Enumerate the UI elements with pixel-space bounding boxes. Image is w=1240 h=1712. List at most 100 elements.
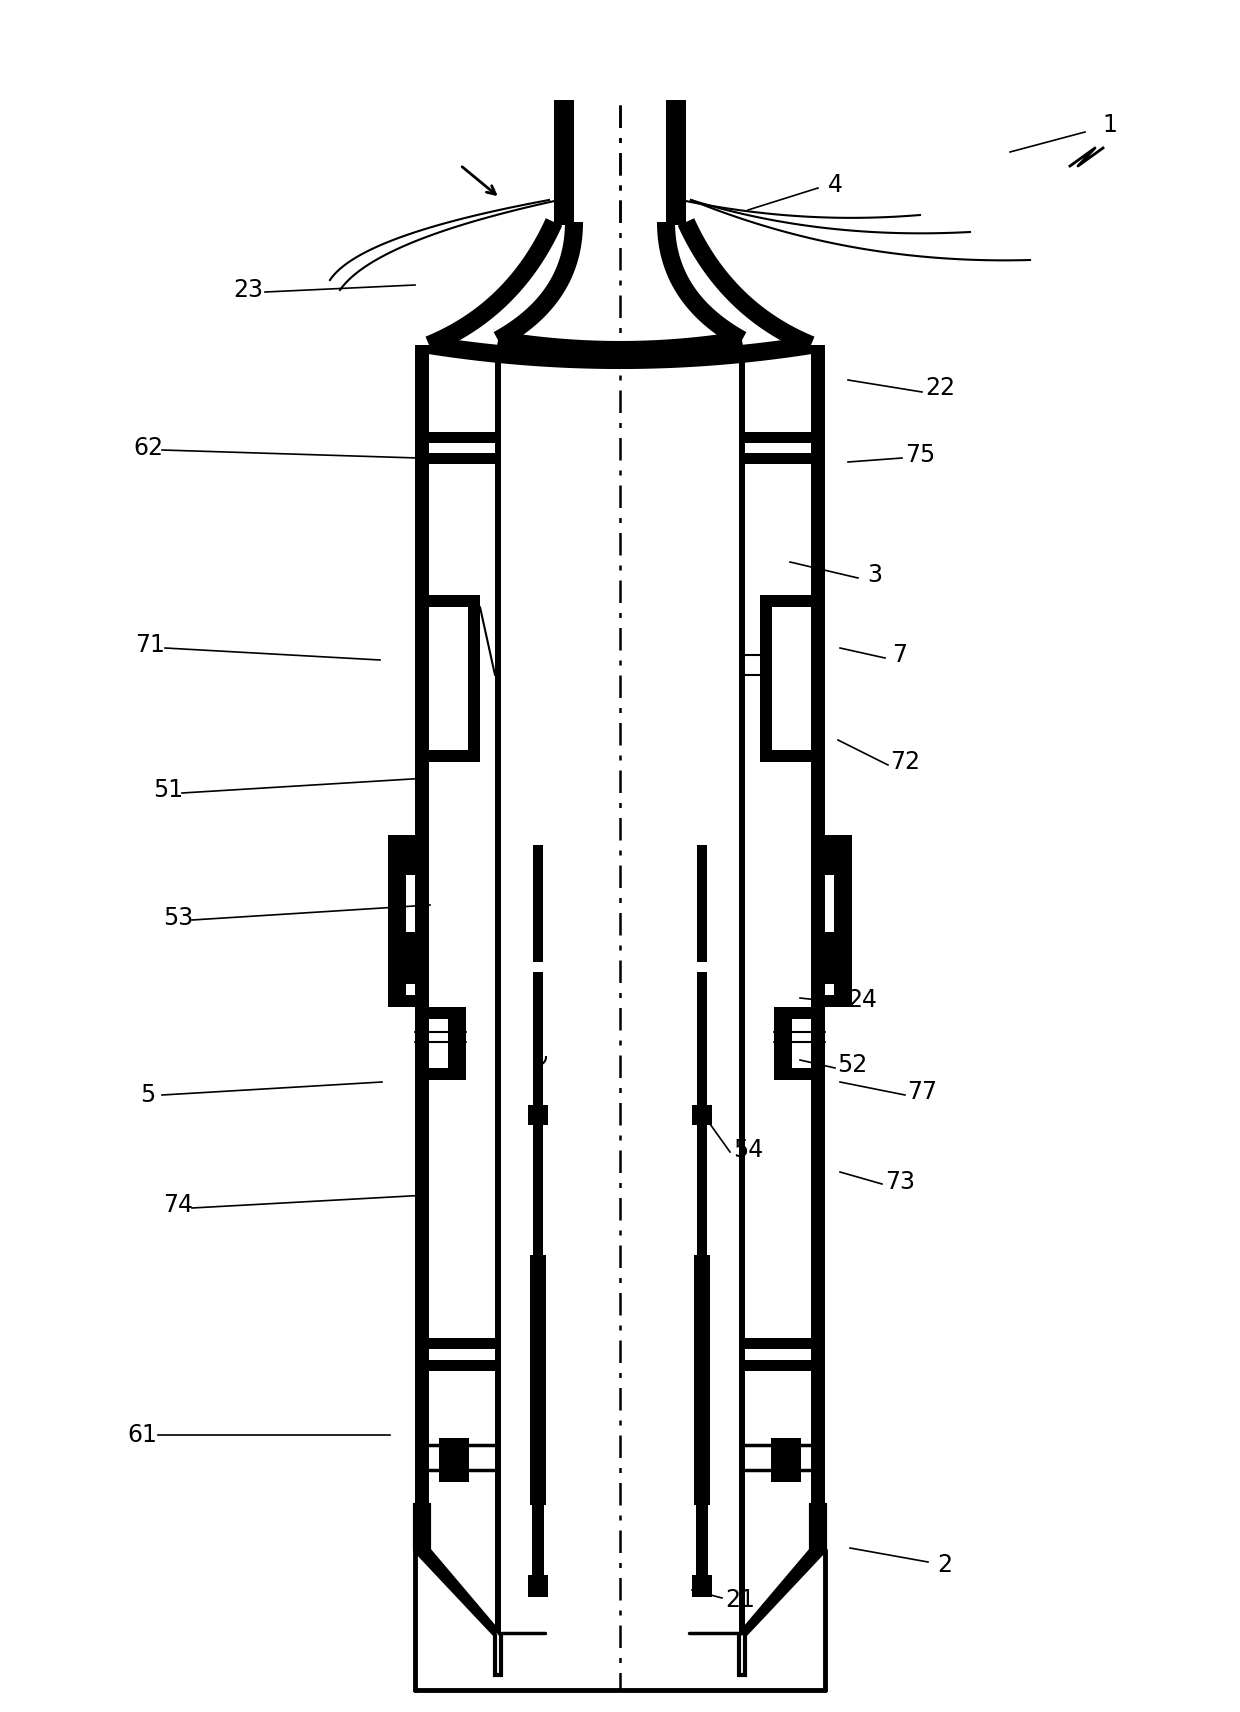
Bar [439, 1438, 469, 1483]
Bar [697, 972, 707, 1120]
Bar [467, 596, 480, 762]
Bar [528, 1575, 548, 1597]
Bar [739, 972, 745, 1080]
Bar [835, 835, 852, 972]
Bar [825, 962, 835, 972]
Polygon shape [415, 1505, 429, 1549]
Bar [697, 1125, 707, 1255]
Bar [825, 995, 835, 1007]
Bar [574, 99, 666, 223]
Bar [415, 1311, 429, 1419]
Bar [388, 972, 405, 1007]
Bar [692, 1104, 712, 1125]
Bar [811, 346, 825, 471]
Text: 62: 62 [133, 437, 162, 461]
Bar [825, 835, 835, 846]
Bar [501, 431, 739, 443]
Text: 75: 75 [905, 443, 935, 467]
Bar [495, 835, 501, 972]
Text: 23: 23 [233, 277, 263, 301]
Text: 77: 77 [906, 1080, 937, 1104]
Bar [811, 835, 825, 972]
Bar [495, 1505, 501, 1633]
Bar [415, 596, 429, 762]
Text: 24: 24 [847, 988, 877, 1012]
Polygon shape [739, 1505, 825, 1674]
Bar [811, 1205, 825, 1311]
Bar [415, 454, 825, 464]
Bar [666, 99, 686, 224]
Bar [415, 346, 429, 471]
Bar [739, 1311, 745, 1419]
Bar [739, 1339, 745, 1349]
Bar [697, 846, 707, 962]
Bar [811, 471, 825, 596]
Bar [811, 1419, 825, 1505]
Text: 52: 52 [837, 1053, 867, 1077]
Bar [405, 835, 415, 846]
Text: 2: 2 [937, 1553, 952, 1577]
Bar [739, 1505, 745, 1633]
Bar [501, 1359, 739, 1371]
Bar [835, 972, 852, 1007]
Text: 72: 72 [890, 750, 920, 774]
Bar [501, 1339, 739, 1349]
Text: 74: 74 [162, 1193, 193, 1217]
Bar [415, 1205, 429, 1311]
Bar [405, 962, 415, 972]
Bar [495, 454, 501, 464]
Bar [415, 1080, 429, 1205]
Text: 3: 3 [868, 563, 883, 587]
Text: 4: 4 [827, 173, 842, 197]
Bar [739, 835, 745, 972]
Text: 22: 22 [925, 377, 955, 401]
Bar [415, 1419, 429, 1505]
Bar [739, 596, 745, 762]
Bar [554, 99, 574, 224]
Bar [773, 750, 811, 762]
Bar [415, 1007, 466, 1019]
Text: 1: 1 [1102, 113, 1117, 137]
Bar [774, 1007, 825, 1019]
Bar [774, 1007, 792, 1080]
Bar [495, 596, 501, 762]
Bar [415, 431, 825, 443]
Bar [405, 972, 415, 984]
Bar [739, 1359, 745, 1371]
Text: 61: 61 [126, 1423, 157, 1447]
Bar [811, 596, 825, 762]
Bar [429, 596, 467, 608]
Bar [739, 454, 745, 464]
Bar [811, 762, 825, 835]
Bar [495, 1339, 501, 1349]
Bar [811, 1311, 825, 1419]
Bar [773, 596, 811, 608]
Bar [760, 596, 773, 762]
Bar [739, 346, 745, 471]
Bar [495, 1311, 501, 1419]
Bar [739, 431, 745, 443]
Bar [495, 762, 501, 835]
Bar [825, 972, 835, 984]
Bar [825, 931, 835, 962]
Bar [533, 972, 543, 1120]
Text: 21: 21 [725, 1589, 755, 1613]
Bar [554, 99, 574, 224]
Bar [495, 1419, 501, 1505]
Bar [495, 972, 501, 1080]
Bar [415, 1359, 825, 1371]
Text: 51: 51 [153, 777, 184, 801]
Bar [811, 1080, 825, 1205]
Bar [415, 972, 429, 1080]
Bar [533, 846, 543, 962]
Bar [501, 454, 739, 464]
Bar [739, 471, 745, 596]
Bar [739, 1205, 745, 1311]
Bar [415, 835, 429, 972]
Bar [825, 846, 835, 875]
Bar [415, 762, 429, 835]
Bar [532, 1505, 544, 1596]
Bar [495, 1205, 501, 1311]
Bar [415, 471, 429, 596]
Bar [495, 346, 501, 471]
